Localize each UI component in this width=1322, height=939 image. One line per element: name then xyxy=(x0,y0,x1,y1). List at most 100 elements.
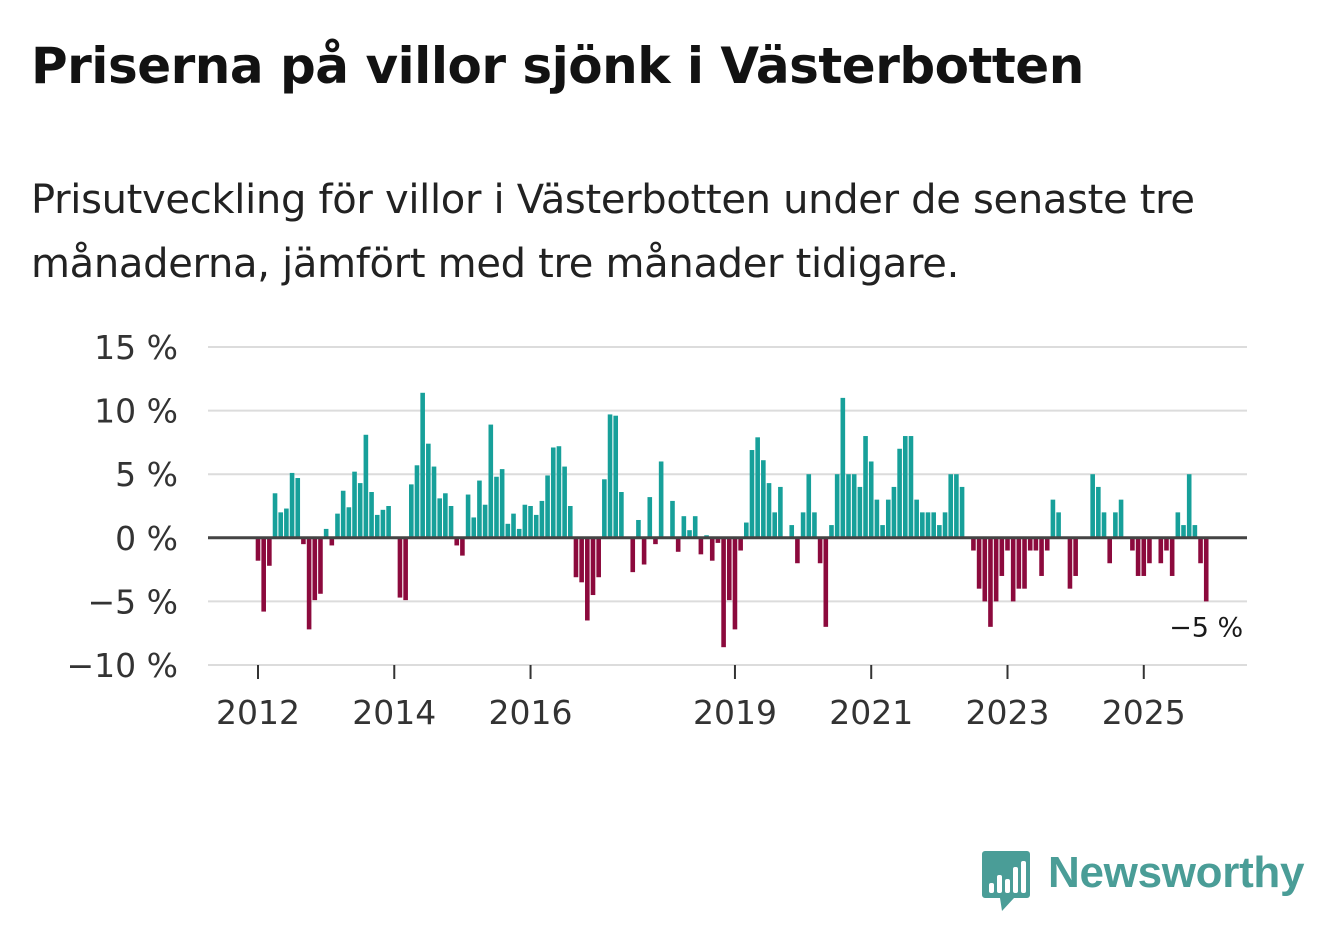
bar xyxy=(738,537,743,551)
bar xyxy=(744,522,749,538)
bar xyxy=(1175,512,1181,538)
last-value-label: −5 % xyxy=(1169,612,1243,643)
bar xyxy=(885,499,891,538)
y-tick-label: 5 % xyxy=(115,455,178,494)
bar xyxy=(1158,537,1164,564)
bar xyxy=(386,506,391,538)
bar xyxy=(937,525,942,538)
bar xyxy=(863,436,868,538)
bar xyxy=(942,512,948,538)
bar xyxy=(891,486,897,538)
bar xyxy=(340,490,346,538)
bar xyxy=(778,486,783,538)
bar xyxy=(806,474,812,538)
newsworthy-logo: Newsworthy xyxy=(981,846,1304,912)
brand-name: Newsworthy xyxy=(1048,848,1305,897)
bar xyxy=(414,465,420,538)
bar xyxy=(925,512,931,538)
bar xyxy=(715,537,721,543)
bar xyxy=(267,537,272,566)
bar xyxy=(971,537,976,551)
bar xyxy=(374,514,380,538)
bar xyxy=(443,493,448,538)
bar xyxy=(1192,525,1198,538)
bar-chart: 15 % 10 % 5 % 0 % −5 % −10 % 2012 2014 2016 2019… xyxy=(67,328,1247,732)
x-tick-label: 2023 xyxy=(966,693,1050,732)
bar xyxy=(749,450,755,538)
bar xyxy=(505,523,511,538)
bar xyxy=(993,537,999,602)
bar xyxy=(607,414,613,538)
bar xyxy=(1073,537,1078,576)
chart-subtitle: Prisutveckling för villor i Västerbotten… xyxy=(31,177,1195,287)
bar xyxy=(539,500,545,538)
bar xyxy=(670,500,675,538)
x-tick-label: 2014 xyxy=(352,693,436,732)
bar xyxy=(1118,499,1124,538)
bar xyxy=(1050,499,1056,538)
bar xyxy=(516,528,522,538)
bar xyxy=(1067,537,1073,589)
bar xyxy=(477,480,482,538)
x-tick-label: 2019 xyxy=(693,693,777,732)
bar xyxy=(1164,537,1169,551)
bar xyxy=(857,486,863,538)
bar xyxy=(369,492,374,538)
bar xyxy=(380,509,386,538)
bar xyxy=(403,537,408,601)
bar xyxy=(653,537,658,545)
bar xyxy=(261,537,266,612)
bar xyxy=(817,537,823,564)
bar xyxy=(528,506,533,538)
bar xyxy=(420,392,425,538)
bar xyxy=(1186,474,1192,538)
x-tick-label: 2025 xyxy=(1102,693,1186,732)
bar xyxy=(692,516,698,538)
bar xyxy=(522,504,528,538)
y-tick-label: 10 % xyxy=(94,392,178,431)
bar xyxy=(721,537,726,648)
bar xyxy=(426,443,431,538)
bar xyxy=(494,476,499,538)
x-tick-label: 2021 xyxy=(829,693,913,732)
bar xyxy=(1107,537,1112,564)
x-tick-label: 2012 xyxy=(216,693,300,732)
bar xyxy=(709,537,715,561)
bar xyxy=(465,494,471,538)
y-tick-label: 15 % xyxy=(94,328,178,367)
bar xyxy=(851,474,857,538)
bar xyxy=(948,474,954,538)
bar xyxy=(1130,537,1135,551)
bar xyxy=(834,474,840,538)
grid-lines xyxy=(208,346,1247,666)
bar xyxy=(1010,537,1016,602)
bar xyxy=(301,537,306,545)
bar xyxy=(999,537,1005,576)
bar xyxy=(829,525,834,538)
bar xyxy=(329,537,335,546)
bar xyxy=(1096,486,1101,538)
bar xyxy=(1027,537,1033,551)
bar xyxy=(312,537,318,601)
bar xyxy=(795,537,800,564)
bar xyxy=(789,525,795,538)
bar xyxy=(335,513,340,538)
bar xyxy=(732,537,738,630)
bar xyxy=(1044,537,1050,551)
bar xyxy=(289,472,295,538)
bar xyxy=(352,471,357,538)
bar xyxy=(931,512,936,538)
bar xyxy=(823,537,829,627)
bar xyxy=(573,537,579,578)
bar xyxy=(959,486,965,538)
bar xyxy=(976,537,982,589)
bar xyxy=(1039,537,1044,576)
bar xyxy=(812,512,817,538)
bars xyxy=(255,392,1209,648)
bar xyxy=(567,506,573,538)
bar xyxy=(920,512,925,538)
bar xyxy=(897,448,902,538)
bar xyxy=(681,516,687,538)
chart-title: Priserna på villor sjönk i Västerbotten xyxy=(31,37,1084,95)
bar xyxy=(619,492,624,538)
